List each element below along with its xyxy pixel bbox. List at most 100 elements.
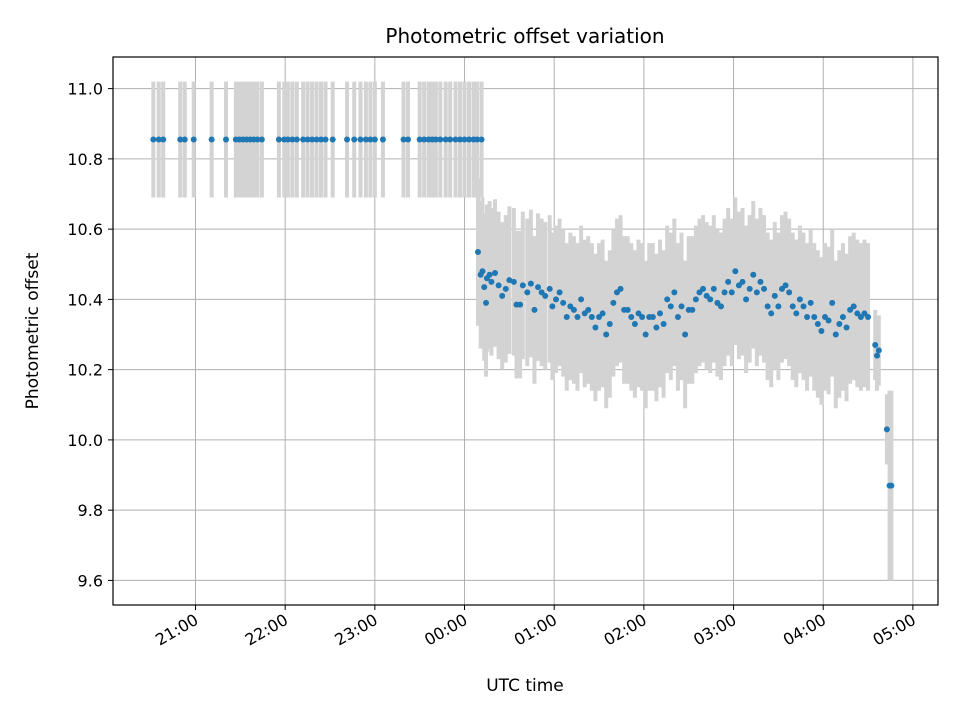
data-point [284, 136, 291, 143]
y-tick-label: 10.6 [67, 220, 103, 239]
data-point [707, 296, 714, 303]
data-point [258, 136, 265, 143]
x-tick-label: 02:00 [600, 610, 649, 650]
data-point [617, 285, 624, 292]
data-point [275, 136, 282, 143]
data-point [492, 270, 499, 277]
data-point [322, 136, 329, 143]
x-tick-label: 04:00 [780, 610, 829, 650]
data-point [660, 320, 667, 327]
data-point [478, 136, 485, 143]
y-tick-label: 10.0 [67, 431, 103, 450]
data-point [400, 136, 407, 143]
data-point [524, 289, 531, 296]
data-point [653, 324, 660, 331]
data-point [289, 136, 296, 143]
data-point [474, 248, 481, 255]
data-point [344, 136, 351, 143]
data-point [692, 296, 699, 303]
data-point [371, 136, 378, 143]
data-point [728, 289, 735, 296]
data-point [517, 301, 524, 308]
data-point [437, 136, 444, 143]
y-tick-label: 10.2 [67, 361, 103, 380]
data-point [674, 313, 681, 320]
data-point [461, 136, 468, 143]
data-point [642, 331, 649, 338]
data-point [309, 136, 316, 143]
data-point [689, 306, 696, 313]
data-point [466, 136, 473, 143]
data-point [768, 310, 775, 317]
data-point [865, 313, 872, 320]
data-point [786, 289, 793, 296]
data-point [775, 303, 782, 310]
data-point [416, 136, 423, 143]
data-point [721, 289, 728, 296]
data-point [746, 285, 753, 292]
data-point [825, 317, 832, 324]
data-point [649, 313, 656, 320]
data-point [888, 482, 895, 489]
x-tick-label: 05:00 [869, 610, 918, 650]
data-point [875, 347, 882, 354]
y-tick-label: 10.8 [67, 150, 103, 169]
data-point [190, 136, 197, 143]
data-point [753, 289, 760, 296]
data-point [367, 136, 374, 143]
data-point [519, 282, 526, 289]
data-point [304, 136, 311, 143]
data-point [606, 320, 613, 327]
data-point [556, 289, 563, 296]
y-axis-ticks: 9.6 9.8 10.0 10.2 10.4 10.6 10.8 11.0 [67, 80, 113, 590]
data-points [150, 136, 895, 489]
x-tick-label: 00:00 [421, 610, 470, 650]
data-point [481, 284, 488, 291]
data-point [442, 136, 449, 143]
data-point [814, 320, 821, 327]
data-point [671, 289, 678, 296]
x-tick-label: 22:00 [242, 610, 291, 650]
data-point [502, 285, 509, 292]
data-point [628, 313, 635, 320]
data-point [631, 320, 638, 327]
plot-frame [112, 56, 939, 606]
error-bars [151, 81, 894, 581]
data-point [300, 136, 307, 143]
data-point [639, 313, 646, 320]
data-point [452, 136, 459, 143]
x-tick-label: 21:00 [152, 610, 201, 650]
data-point [585, 306, 592, 313]
data-point [563, 313, 570, 320]
data-point [405, 136, 412, 143]
x-tick-label: 23:00 [331, 610, 380, 650]
data-point [357, 136, 364, 143]
chart-title: Photometric offset variation [385, 24, 664, 48]
data-point [488, 278, 495, 285]
data-point [379, 136, 386, 143]
data-point [771, 292, 778, 299]
data-point [725, 278, 732, 285]
y-tick-label: 10.4 [67, 290, 103, 309]
x-tick-label: 03:00 [690, 610, 739, 650]
data-point [155, 136, 162, 143]
data-point [839, 313, 846, 320]
data-point [667, 303, 674, 310]
data-point [570, 306, 577, 313]
data-point [700, 285, 707, 292]
data-point [836, 320, 843, 327]
data-point [495, 282, 502, 289]
data-point [318, 136, 325, 143]
data-point [457, 136, 464, 143]
data-point [329, 136, 336, 143]
data-point [483, 299, 490, 306]
data-point [549, 303, 556, 310]
data-point [362, 136, 369, 143]
data-point [546, 285, 553, 292]
data-point [313, 136, 320, 143]
x-tick-label: 01:00 [511, 610, 560, 650]
data-point [552, 296, 559, 303]
data-point [793, 310, 800, 317]
data-point [804, 313, 811, 320]
